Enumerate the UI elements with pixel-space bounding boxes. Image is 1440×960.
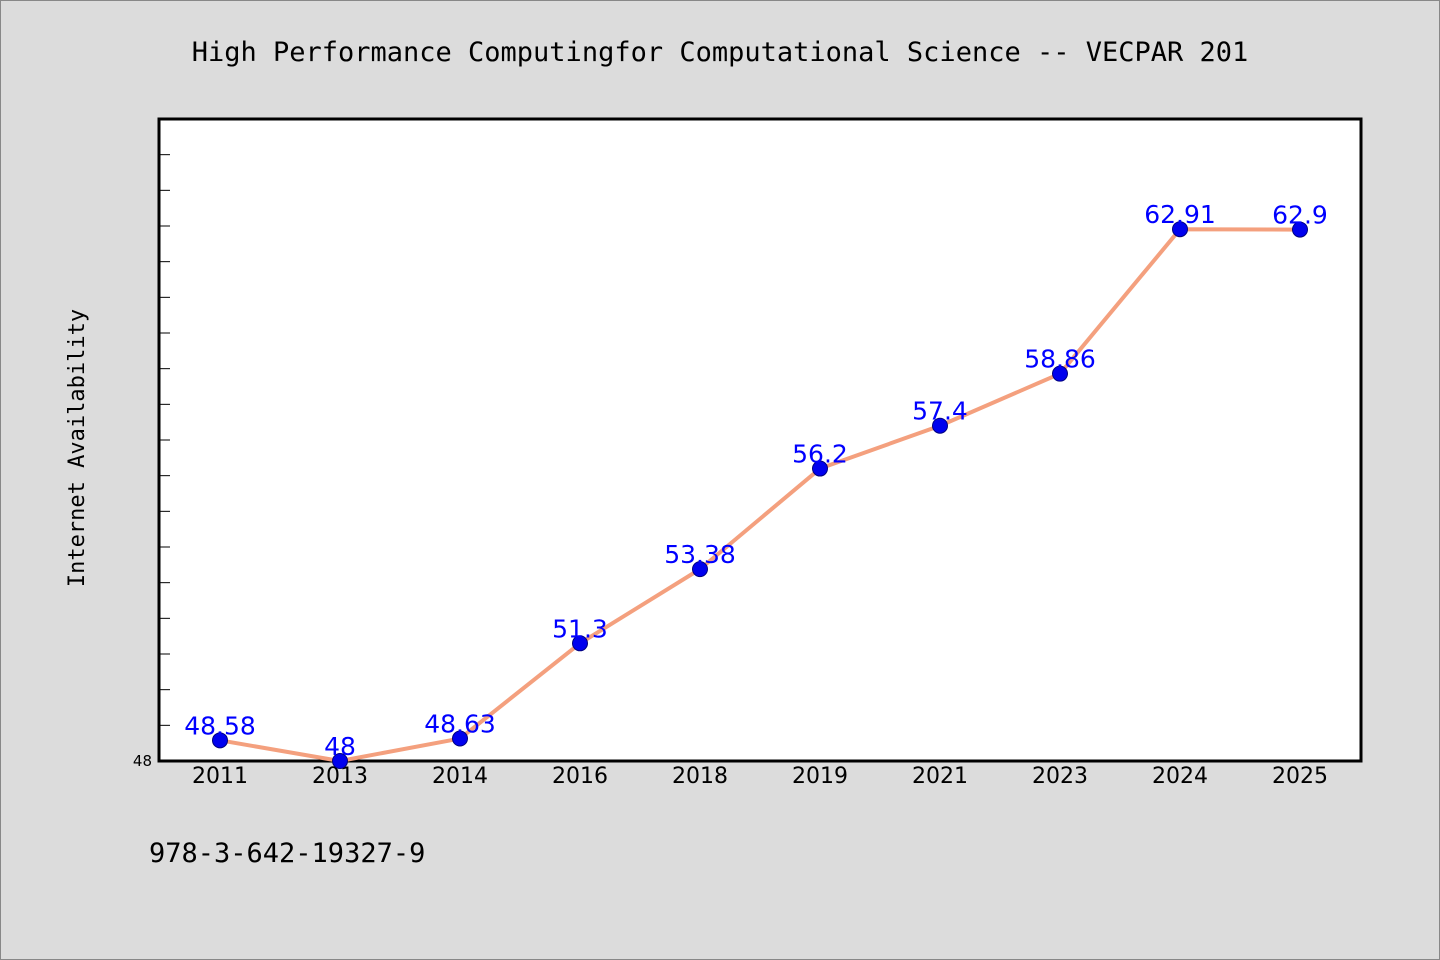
- y-tick-label: 48: [133, 752, 152, 770]
- data-point: [1292, 221, 1308, 238]
- x-tick-label: 2018: [672, 764, 728, 789]
- data-point: [692, 561, 708, 578]
- data-point: [332, 753, 348, 769]
- plot-area: [157, 117, 1363, 763]
- x-tick-label: 2011: [192, 764, 248, 789]
- data-label: 53.38: [664, 540, 736, 569]
- x-axis-tick-labels: 2011 2013 2014 2016 2018 2019 2021 2023 2024 2025: [192, 764, 1328, 789]
- data-points: [212, 221, 1308, 769]
- x-tick-label: 2024: [1152, 764, 1208, 789]
- data-label: 62.9: [1272, 201, 1328, 230]
- x-tick-label: 2016: [552, 764, 608, 789]
- data-point: [452, 730, 468, 747]
- y-axis-ticks: [159, 154, 170, 726]
- data-label: 62.91: [1144, 200, 1216, 229]
- data-label: 48.58: [184, 711, 256, 740]
- data-point: [572, 635, 588, 652]
- data-label: 48.63: [424, 710, 496, 739]
- data-point: [812, 460, 828, 477]
- data-label: 56.2: [792, 440, 848, 469]
- data-label: 58.86: [1024, 345, 1096, 374]
- data-point: [212, 732, 228, 749]
- y-axis-label: Internet Availability: [65, 309, 90, 587]
- x-tick-label: 2023: [1032, 764, 1088, 789]
- x-tick-label: 2014: [432, 764, 488, 789]
- data-point: [1172, 221, 1188, 238]
- data-label: 48: [324, 732, 356, 761]
- chart-title: High Performance Computingfor Computatio…: [192, 37, 1249, 68]
- data-label: 51.3: [552, 614, 608, 643]
- x-tick-label: 2025: [1272, 764, 1328, 789]
- isbn-footer: 978-3-642-19327-9: [149, 838, 425, 869]
- data-labels: 48.58 48 48.63 51.3 53.38 56.2 57.4 58.86 62.91 6…: [184, 200, 1328, 761]
- data-point: [932, 417, 948, 434]
- data-label: 57.4: [912, 397, 968, 426]
- x-tick-label: 2021: [912, 764, 968, 789]
- series-line: [219, 227, 1301, 763]
- x-tick-label: 2019: [792, 764, 848, 789]
- data-point: [1052, 365, 1068, 382]
